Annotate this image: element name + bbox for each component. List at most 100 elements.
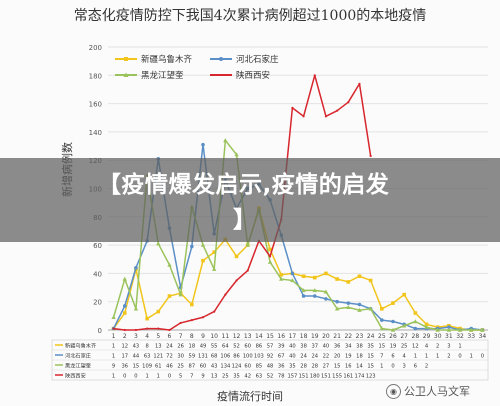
data-point bbox=[369, 154, 372, 158]
table-cell: 131 bbox=[198, 353, 208, 359]
table-cell: 1 bbox=[112, 373, 115, 379]
x-tick-label: 18 bbox=[300, 333, 308, 340]
data-point bbox=[313, 74, 316, 77]
data-point bbox=[357, 307, 362, 312]
x-tick-label: 25 bbox=[378, 333, 386, 340]
table-cell: 106 bbox=[220, 353, 230, 359]
x-tick-label: 28 bbox=[412, 333, 420, 340]
data-point bbox=[402, 292, 406, 297]
table-cell: 13 bbox=[211, 373, 218, 379]
table-cell: 1 bbox=[380, 363, 383, 369]
data-point bbox=[291, 106, 294, 109]
data-point bbox=[190, 244, 194, 249]
data-point bbox=[413, 311, 418, 315]
table-cell: 174 bbox=[355, 373, 366, 379]
table-cell: 6 bbox=[391, 353, 394, 359]
watermark: ◉ 公卫人马文军 bbox=[386, 383, 470, 399]
data-point bbox=[234, 254, 239, 259]
table-cell: 40 bbox=[289, 343, 296, 349]
table-cell: 180 bbox=[310, 373, 320, 379]
table-cell: 46 bbox=[166, 363, 173, 369]
x-tick-label: 1 bbox=[112, 333, 116, 340]
data-point bbox=[391, 319, 395, 324]
table-cell: 20 bbox=[334, 353, 341, 359]
table-cell: 0 bbox=[391, 363, 394, 369]
table-cell: 39 bbox=[278, 343, 285, 349]
x-tick-label: 7 bbox=[179, 333, 183, 340]
data-point bbox=[212, 250, 216, 254]
legend-label: 陕西西安 bbox=[236, 70, 270, 81]
table-cell: 123 bbox=[366, 373, 376, 379]
table-cell: 34 bbox=[345, 343, 352, 349]
table-cell: 78 bbox=[278, 373, 285, 379]
data-point bbox=[156, 309, 161, 314]
table-cell: 151 bbox=[299, 373, 309, 379]
data-point bbox=[213, 310, 216, 313]
banner-headline: 【疫情爆发启示,疫情的启发 bbox=[98, 172, 390, 198]
chart-title: 常态化疫情防控下我国4次累计病例超过1000的本地疫情 bbox=[73, 8, 427, 24]
table-cell: 1 bbox=[145, 373, 148, 379]
x-tick-label: 20 bbox=[322, 333, 330, 340]
data-point bbox=[178, 292, 183, 297]
table-cell: 86 bbox=[256, 343, 263, 349]
data-point bbox=[246, 269, 249, 272]
table-cell: 6 bbox=[414, 363, 417, 369]
table-cell: 35 bbox=[233, 373, 240, 379]
x-tick-label: 21 bbox=[333, 333, 341, 340]
data-point bbox=[301, 274, 306, 279]
table-cell: 1 bbox=[157, 373, 160, 379]
data-point bbox=[167, 262, 172, 267]
data-point bbox=[179, 321, 182, 325]
table-cell: 18 bbox=[189, 343, 196, 349]
table-cell: 124 bbox=[232, 363, 243, 369]
table-cell: 35 bbox=[289, 363, 296, 369]
x-tick-label: 30 bbox=[434, 333, 442, 340]
table-cell: 25 bbox=[222, 373, 229, 379]
table-cell: 38 bbox=[300, 343, 307, 349]
legend-label: 河北石家庄 bbox=[236, 54, 279, 65]
data-point bbox=[480, 327, 485, 332]
table-cell: 86 bbox=[233, 353, 240, 359]
legend-label: 黑龙江望奎 bbox=[141, 70, 184, 81]
data-point bbox=[380, 318, 384, 322]
table-cell: 35 bbox=[367, 343, 374, 349]
table-cell: 4 bbox=[403, 353, 407, 359]
table-cell: 15 bbox=[379, 343, 386, 349]
legend-marker bbox=[123, 72, 129, 77]
table-cell: 121 bbox=[153, 353, 163, 359]
data-point bbox=[290, 278, 295, 283]
table-cell: 12 bbox=[121, 343, 128, 349]
table-cell: 1 bbox=[425, 353, 428, 359]
overlay-banner bbox=[0, 158, 500, 242]
data-point bbox=[435, 327, 440, 332]
table-cell: 61 bbox=[155, 363, 162, 369]
data-point bbox=[234, 152, 239, 157]
table-cell: 72 bbox=[166, 353, 173, 359]
x-axis-title: 疫情流行时间 bbox=[217, 390, 283, 403]
data-point bbox=[379, 326, 385, 331]
table-cell: 109 bbox=[142, 363, 152, 369]
x-tick-label: 24 bbox=[367, 333, 375, 340]
table-cell: 19 bbox=[390, 343, 397, 349]
data-point bbox=[346, 301, 351, 305]
x-tick-label: 4 bbox=[145, 333, 149, 340]
table-cell: 1 bbox=[112, 343, 115, 349]
data-point bbox=[190, 318, 193, 322]
data-point bbox=[368, 278, 373, 283]
table-cell: 44 bbox=[133, 353, 140, 359]
data-point bbox=[279, 276, 284, 281]
data-point bbox=[267, 259, 273, 264]
series-line-3 bbox=[112, 139, 483, 331]
data-point bbox=[323, 289, 329, 294]
table-cell: 55 bbox=[211, 343, 218, 349]
table-cell: 1 bbox=[414, 353, 417, 359]
table-cell: 151 bbox=[321, 373, 331, 379]
table-cell: 42 bbox=[244, 373, 251, 379]
table-cell: 7 bbox=[190, 373, 193, 379]
table-cell: 0 bbox=[123, 373, 126, 379]
wechat-icon: ◉ bbox=[386, 383, 401, 399]
table-cell: 24 bbox=[166, 343, 173, 349]
x-tick-label: 34 bbox=[479, 333, 487, 340]
table-cell: 1 bbox=[470, 353, 473, 359]
